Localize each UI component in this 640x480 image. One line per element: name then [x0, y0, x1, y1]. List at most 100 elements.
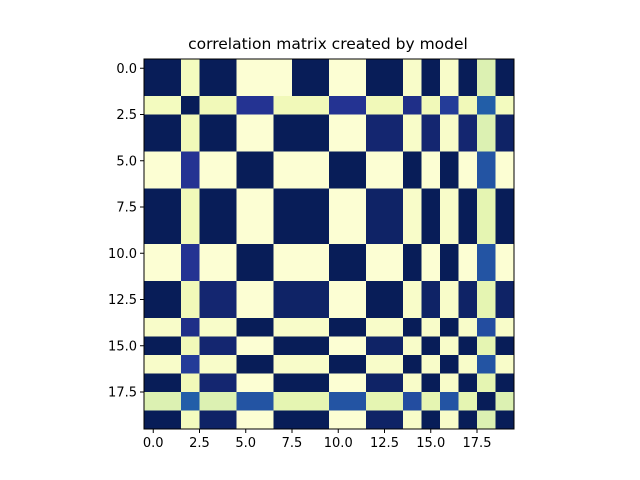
- heatmap-cell-18-1: [162, 392, 182, 411]
- heatmap-cell-6-13: [384, 170, 404, 189]
- heatmap-cell-4-10: [329, 133, 348, 152]
- heatmap-cell-7-19: [495, 188, 515, 208]
- x-tick-label: 2.5: [189, 436, 210, 451]
- heatmap-cell-10-17: [458, 244, 478, 263]
- heatmap-cell-8-18: [477, 207, 496, 226]
- heatmap-cell-11-8: [292, 262, 311, 282]
- heatmap-cell-19-3: [199, 410, 219, 430]
- heatmap-cell-5-18: [477, 151, 496, 171]
- heatmap-cell-9-19: [495, 225, 515, 245]
- heatmap-cell-2-4: [218, 96, 237, 115]
- heatmap-cell-0-2: [181, 59, 200, 78]
- heatmap-cell-9-1: [162, 225, 182, 245]
- heatmap-cell-13-15: [421, 299, 441, 319]
- heatmap-cell-7-3: [199, 188, 219, 208]
- heatmap-cell-10-9: [310, 244, 330, 263]
- heatmap-cell-16-3: [199, 355, 219, 374]
- heatmap-cell-5-2: [181, 151, 200, 171]
- heatmap-cell-1-8: [292, 77, 311, 97]
- heatmap-cell-14-0: [144, 318, 163, 337]
- heatmap-cell-9-13: [384, 225, 404, 245]
- heatmap-cell-14-19: [495, 318, 515, 337]
- heatmap-cell-11-0: [144, 262, 163, 282]
- heatmap-cell-19-13: [384, 410, 404, 430]
- heatmap-cell-7-7: [273, 188, 293, 208]
- heatmap-cell-18-14: [403, 392, 422, 411]
- heatmap-cell-18-12: [366, 392, 385, 411]
- heatmap-cell-10-14: [403, 244, 422, 263]
- heatmap-cell-3-0: [144, 114, 163, 134]
- heatmap-cell-8-11: [347, 207, 367, 226]
- heatmap-cell-13-10: [329, 299, 348, 319]
- heatmap-cell-12-8: [292, 281, 311, 300]
- heatmap-cell-12-13: [384, 281, 404, 300]
- heatmap-cell-15-4: [218, 336, 237, 356]
- heatmap-cell-4-15: [421, 133, 441, 152]
- heatmap-cell-0-16: [440, 59, 459, 78]
- heatmap-cell-18-10: [329, 392, 348, 411]
- heatmap-cell-2-0: [144, 96, 163, 115]
- heatmap-cell-0-5: [236, 59, 256, 78]
- heatmap-cell-17-19: [495, 373, 515, 393]
- heatmap-cell-18-0: [144, 392, 163, 411]
- heatmap-cell-13-3: [199, 299, 219, 319]
- heatmap-cell-17-18: [477, 373, 496, 393]
- heatmap-cell-14-10: [329, 318, 348, 337]
- heatmap-cell-16-14: [403, 355, 422, 374]
- heatmap-cell-15-12: [366, 336, 385, 356]
- heatmap-cell-19-14: [403, 410, 422, 430]
- heatmap-cell-1-9: [310, 77, 330, 97]
- y-tick-label: 17.5: [108, 386, 137, 401]
- heatmap-cell-4-2: [181, 133, 200, 152]
- heatmap-cell-18-3: [199, 392, 219, 411]
- heatmap-cell-7-9: [310, 188, 330, 208]
- heatmap-cell-0-13: [384, 59, 404, 78]
- heatmap-cell-14-6: [255, 318, 274, 337]
- heatmap-cell-17-10: [329, 373, 348, 393]
- heatmap-cell-3-12: [366, 114, 385, 134]
- x-tick-label: 7.5: [282, 436, 303, 451]
- heatmap-cell-16-9: [310, 355, 330, 374]
- heatmap-cell-6-4: [218, 170, 237, 189]
- heatmap-cell-9-5: [236, 225, 256, 245]
- heatmap-cell-17-9: [310, 373, 330, 393]
- heatmap-cell-1-18: [477, 77, 496, 97]
- heatmap-cell-10-15: [421, 244, 441, 263]
- heatmap-cell-7-15: [421, 188, 441, 208]
- heatmap-cell-3-5: [236, 114, 256, 134]
- heatmap-cell-6-3: [199, 170, 219, 189]
- heatmap-cell-14-11: [347, 318, 367, 337]
- heatmap-cell-3-7: [273, 114, 293, 134]
- heatmap-cell-4-19: [495, 133, 515, 152]
- heatmap-cell-4-17: [458, 133, 478, 152]
- heatmap-cell-11-4: [218, 262, 237, 282]
- heatmap-cell-6-19: [495, 170, 515, 189]
- heatmap-cell-1-11: [347, 77, 367, 97]
- heatmap-cell-3-14: [403, 114, 422, 134]
- heatmap-cell-1-19: [495, 77, 515, 97]
- heatmap-cell-4-16: [440, 133, 459, 152]
- heatmap-cell-0-10: [329, 59, 348, 78]
- heatmap-cell-7-8: [292, 188, 311, 208]
- heatmap-cell-2-16: [440, 96, 459, 115]
- heatmap-cell-11-3: [199, 262, 219, 282]
- heatmap-cell-15-0: [144, 336, 163, 356]
- heatmap-cell-5-3: [199, 151, 219, 171]
- heatmap-cell-13-14: [403, 299, 422, 319]
- heatmap-cell-8-1: [162, 207, 182, 226]
- heatmap-cell-1-7: [273, 77, 293, 97]
- heatmap-cell-18-7: [273, 392, 293, 411]
- heatmap-cell-2-1: [162, 96, 182, 115]
- heatmap-cell-5-10: [329, 151, 348, 171]
- heatmap-cell-19-11: [347, 410, 367, 430]
- heatmap-cell-1-4: [218, 77, 237, 97]
- heatmap-cell-7-6: [255, 188, 274, 208]
- heatmap-cell-14-2: [181, 318, 200, 337]
- heatmap-cell-3-16: [440, 114, 459, 134]
- heatmap-cell-8-8: [292, 207, 311, 226]
- heatmap-cell-19-5: [236, 410, 256, 430]
- heatmap-cell-7-12: [366, 188, 385, 208]
- heatmap-cell-16-4: [218, 355, 237, 374]
- heatmap-cell-6-11: [347, 170, 367, 189]
- heatmap-cell-15-11: [347, 336, 367, 356]
